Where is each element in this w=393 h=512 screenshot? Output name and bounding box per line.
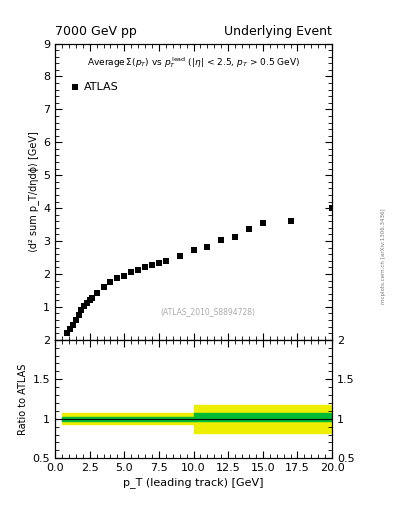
Point (107, 278, 114, 286)
Point (142, 263, 148, 271)
Text: 7000 GeV pp: 7000 GeV pp (55, 26, 137, 38)
Point (121, 271, 127, 280)
Point (100, 283, 107, 291)
Point (260, 219, 266, 227)
Point (329, 204, 335, 212)
Point (78, 306, 84, 314)
Point (246, 225, 252, 233)
Text: Average$\,\Sigma(p_T)$ vs $p_T^{\,\mathrm{lead}}$ ($|\eta|$ < 2.5, $p_T$ > 0.5 G: Average$\,\Sigma(p_T)$ vs $p_T^{\,\mathr… (87, 55, 300, 70)
Point (67, 325, 73, 333)
Legend: ATLAS: ATLAS (72, 81, 119, 92)
Text: (ATLAS_2010_S8894728): (ATLAS_2010_S8894728) (160, 307, 255, 316)
Point (218, 236, 224, 244)
Point (204, 243, 211, 251)
Point (135, 266, 141, 274)
Point (94, 289, 100, 297)
Point (149, 261, 155, 269)
Point (81, 302, 87, 310)
Point (163, 257, 169, 265)
Point (70, 321, 76, 329)
Point (84, 299, 90, 307)
Point (232, 233, 238, 241)
Point (128, 268, 134, 276)
Y-axis label: Ratio to ATLAS: Ratio to ATLAS (18, 364, 28, 435)
Point (114, 274, 121, 282)
X-axis label: p_T (leading track) [GeV]: p_T (leading track) [GeV] (123, 477, 264, 488)
Point (176, 252, 183, 260)
Point (86, 296, 93, 304)
Y-axis label: ⟨d² sum p_T/dηdϕ⟩ [GeV]: ⟨d² sum p_T/dηdϕ⟩ [GeV] (28, 131, 39, 252)
Text: mcplots.cern.ch [arXiv:1306.3436]: mcplots.cern.ch [arXiv:1306.3436] (381, 208, 386, 304)
Point (191, 246, 197, 254)
Point (73, 316, 79, 324)
Text: Underlying Event: Underlying Event (224, 26, 332, 38)
Point (64, 328, 71, 336)
Point (89, 293, 95, 302)
Point (287, 217, 294, 225)
Point (75, 311, 82, 319)
Point (156, 259, 162, 267)
